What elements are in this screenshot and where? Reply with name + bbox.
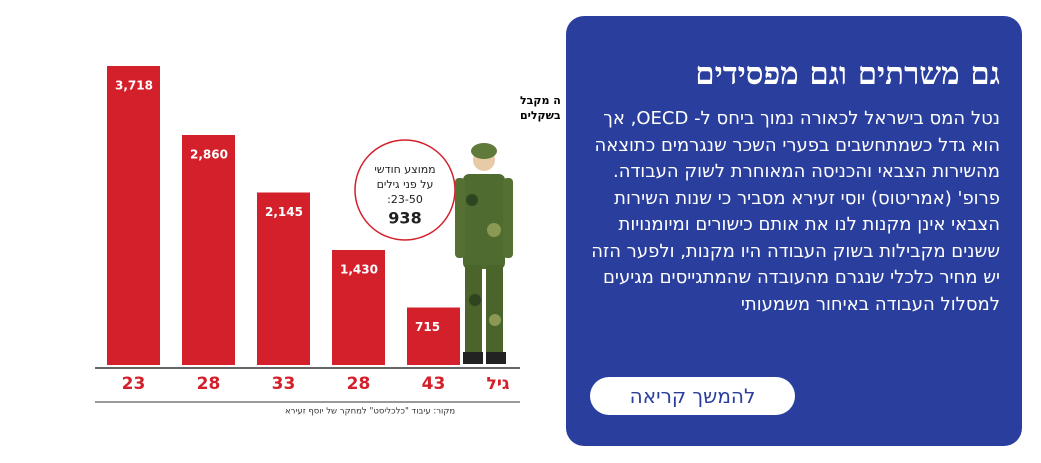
x-tick-label: 43 [422, 374, 446, 394]
soldier [455, 143, 513, 364]
x-tick-label: 23 [122, 374, 146, 394]
value-label: 715 [415, 320, 440, 334]
chart-title: הפער בין שכר עובד ששירת בצבא לבין השכר ש… [520, 94, 560, 107]
value-label: 1,430 [340, 263, 378, 277]
card-title: גם משרתים וגם מפסידים [695, 56, 1000, 92]
paragraph: פרופ' (אמריטוס) יוסי זעירא מסביר כי שנות… [591, 187, 1000, 315]
read-more-button[interactable]: להמשך קריאה [590, 377, 795, 415]
x-tick-label: 28 [347, 374, 371, 394]
bar [407, 307, 460, 365]
card: גם משרתים וגם מפסידים נטל המס בישראל לכא… [566, 16, 1022, 446]
chart-title: לו נכנס לשוק העבודה 4 שנים קודם לכן, בשק… [520, 109, 560, 122]
bar [107, 66, 160, 365]
card-body: נטל המס בישראל לכאורה נמוך ביחס ל- OECD,… [588, 106, 1000, 318]
annotation-text: על פני גילים [377, 178, 434, 191]
x-tick-label: 28 [197, 374, 221, 394]
bar [257, 192, 310, 365]
value-label: 2,145 [265, 205, 303, 219]
chart: הפער בין שכר עובד ששירת בצבא לבין השכר ש… [95, 66, 560, 417]
annotation-value: 938 [388, 209, 421, 228]
annotation-text: 23-50: [387, 193, 423, 206]
annotation-text: ממוצע חודשי [374, 163, 435, 176]
source: מקור: עיבוד "כלכליסט" למחקר של יוסף זעיר… [285, 407, 455, 417]
bar [182, 135, 235, 365]
value-label: 2,860 [190, 148, 228, 162]
x-axis-label: גיל [487, 374, 510, 394]
paragraph: נטל המס בישראל לכאורה נמוך ביחס ל- OECD,… [594, 108, 1000, 182]
value-label: 3,718 [115, 79, 153, 93]
x-tick-label: 33 [272, 374, 296, 394]
bar [332, 250, 385, 365]
